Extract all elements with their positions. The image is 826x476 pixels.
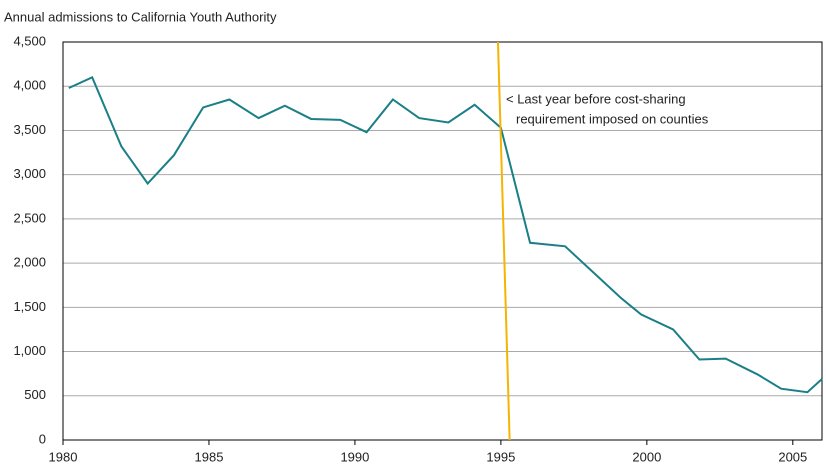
data-line: [68, 76, 823, 394]
x-tick-label: 1980: [49, 449, 78, 464]
annotation: requirement imposed on counties: [516, 111, 709, 126]
y-tick-label: 1,000: [13, 343, 46, 358]
y-tick-label: 0: [39, 431, 46, 446]
x-tick-label: 1990: [340, 449, 369, 464]
y-tick-label: 3,000: [13, 166, 46, 181]
y-tick-label: 4,500: [13, 33, 46, 48]
chart-title: Annual admissions to California Youth Au…: [4, 9, 277, 24]
annotation: < Last year before cost-sharing: [506, 91, 686, 106]
y-tick-label: 2,000: [13, 255, 46, 270]
plot-frame: [62, 41, 823, 441]
reference-line: [496, 41, 511, 441]
y-tick-label: 1,500: [13, 299, 46, 314]
x-tick-label: 2000: [632, 449, 661, 464]
x-tick-label: 2005: [778, 449, 807, 464]
x-tick-label: 1985: [195, 449, 224, 464]
y-tick-label: 500: [24, 387, 46, 402]
y-tick-label: 3,500: [13, 122, 46, 137]
y-tick-label: 2,500: [13, 210, 46, 225]
x-tick-label: 1995: [486, 449, 515, 464]
y-tick-label: 4,000: [13, 78, 46, 93]
